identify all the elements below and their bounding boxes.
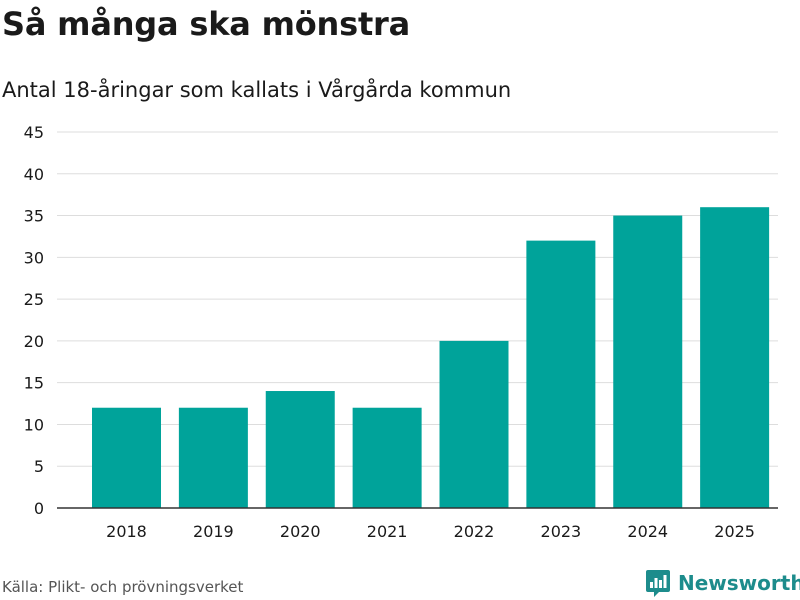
y-tick-label: 30: [24, 248, 44, 267]
bar: [352, 407, 422, 508]
brand-logo[interactable]: Newsworthy: [645, 568, 800, 598]
y-tick-label: 5: [34, 457, 44, 476]
chart-subtitle: Antal 18-åringar som kallats i Vårgårda …: [2, 78, 512, 102]
x-tick-label: 2025: [714, 522, 755, 541]
y-tick-label: 35: [24, 207, 44, 226]
y-tick-label: 20: [24, 332, 44, 351]
x-tick-label: 2018: [106, 522, 147, 541]
source-note: Källa: Plikt- och prövningsverket: [2, 578, 244, 596]
newsworthy-icon: [646, 570, 670, 597]
y-tick-label: 40: [24, 165, 44, 184]
y-tick-label: 15: [24, 374, 44, 393]
y-tick-label: 25: [24, 290, 44, 309]
bar: [526, 240, 596, 508]
bar: [265, 391, 335, 508]
x-tick-label: 2020: [280, 522, 321, 541]
bar: [439, 340, 509, 508]
x-tick-label: 2019: [193, 522, 234, 541]
brand-name: Newsworthy: [678, 571, 800, 595]
bar: [700, 207, 770, 508]
x-tick-label: 2022: [454, 522, 495, 541]
y-tick-label: 45: [24, 123, 44, 142]
y-tick-label: 0: [34, 499, 44, 518]
x-tick-label: 2021: [367, 522, 408, 541]
x-tick-label: 2024: [627, 522, 668, 541]
bar: [178, 407, 248, 508]
bar: [613, 215, 683, 509]
chart-title: Så många ska mönstra: [2, 5, 411, 43]
bar: [92, 407, 161, 508]
y-tick-label: 10: [24, 415, 44, 434]
x-tick-label: 2023: [541, 522, 582, 541]
